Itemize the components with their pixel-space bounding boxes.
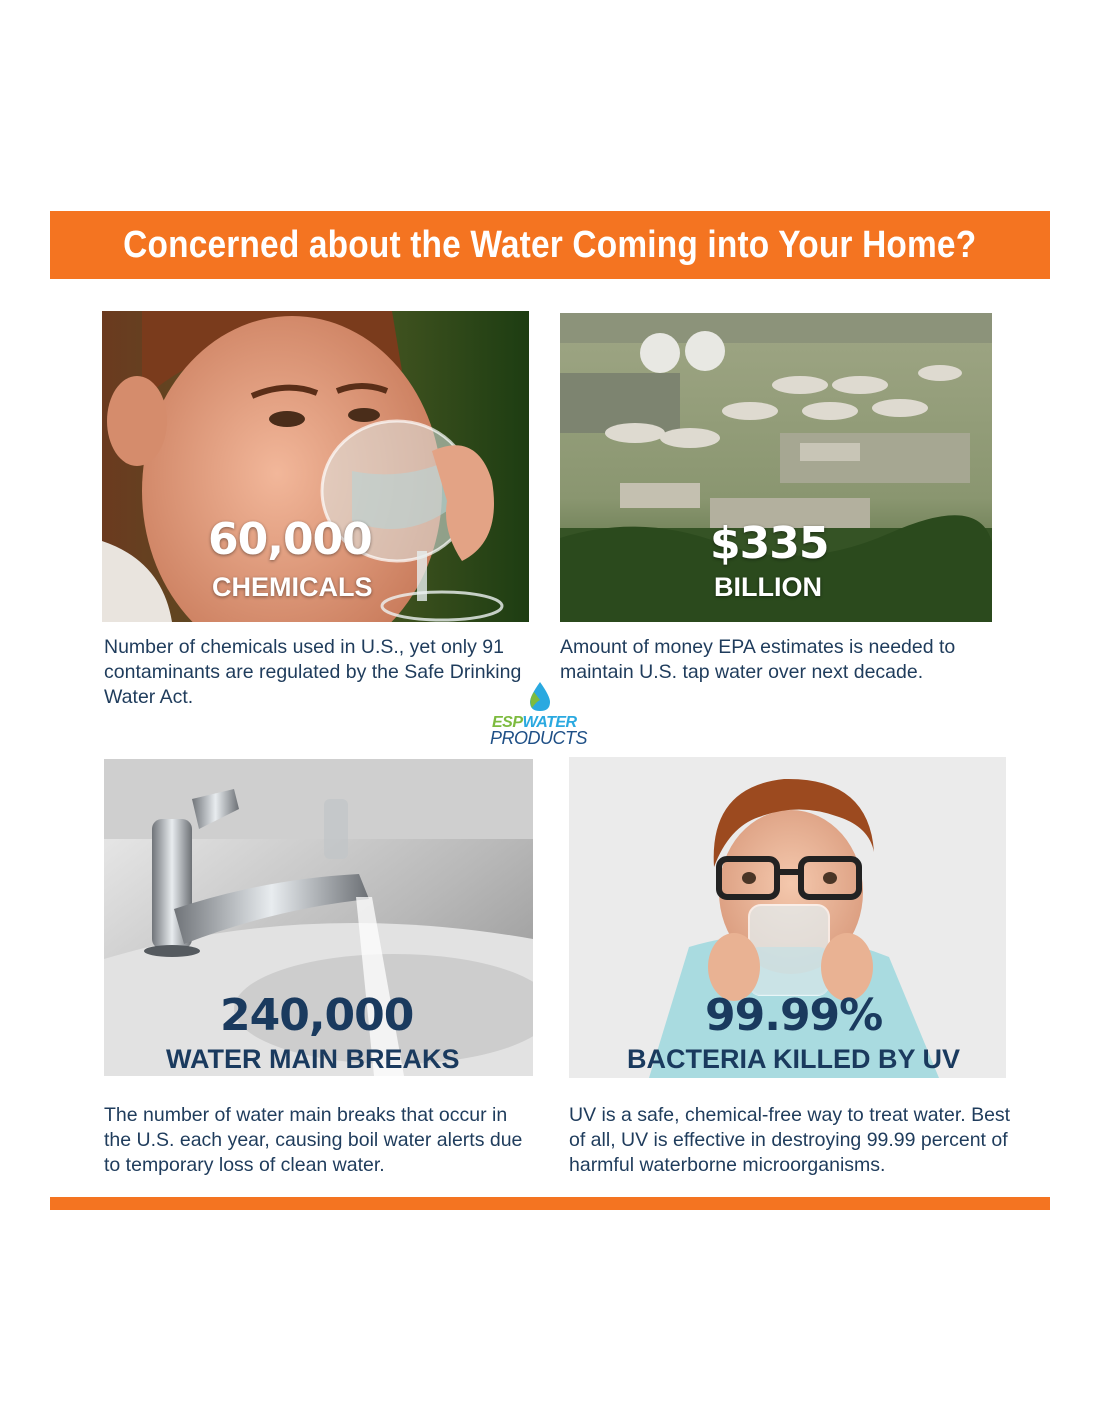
woman-drinking-photo: [102, 311, 529, 622]
stat-label-chemicals: CHEMICALS: [212, 572, 373, 602]
treatment-plant-photo: [560, 313, 992, 622]
stat-label-billion: BILLION: [714, 572, 822, 602]
logo-text-bottom: PRODUCTS: [490, 728, 588, 748]
stat-description-bacteria: UV is a safe, chemical-free way to treat…: [569, 1104, 1011, 1176]
stat-number-bacteria: 99.99%: [705, 990, 883, 1041]
water-drop-icon: [530, 682, 550, 711]
child-drinking-photo: [569, 757, 1006, 1078]
esp-water-products-logo: ESPWATER PRODUCTS: [484, 680, 600, 750]
stat-number-water-main: 240,000: [220, 990, 414, 1041]
stat-description-chemicals: Number of chemicals used in U.S., yet on…: [104, 636, 522, 708]
faucet-photo: [104, 759, 533, 1076]
header-banner: Concerned about the Water Coming into Yo…: [50, 211, 1050, 279]
stat-label-bacteria: BACTERIA KILLED BY UV: [627, 1044, 961, 1074]
stat-description-water-main: The number of water main breaks that occ…: [104, 1104, 523, 1176]
stat-number-billion: $335: [710, 518, 829, 569]
logo-text-top: ESPWATER: [492, 714, 577, 731]
page-title: Concerned about the Water Coming into Yo…: [123, 223, 977, 266]
stat-description-billion: Amount of money EPA estimates is needed …: [560, 636, 956, 683]
stat-label-water-main: WATER MAIN BREAKS: [166, 1044, 460, 1074]
footer-bar: [50, 1197, 1050, 1210]
stat-number-chemicals: 60,000: [208, 514, 373, 565]
